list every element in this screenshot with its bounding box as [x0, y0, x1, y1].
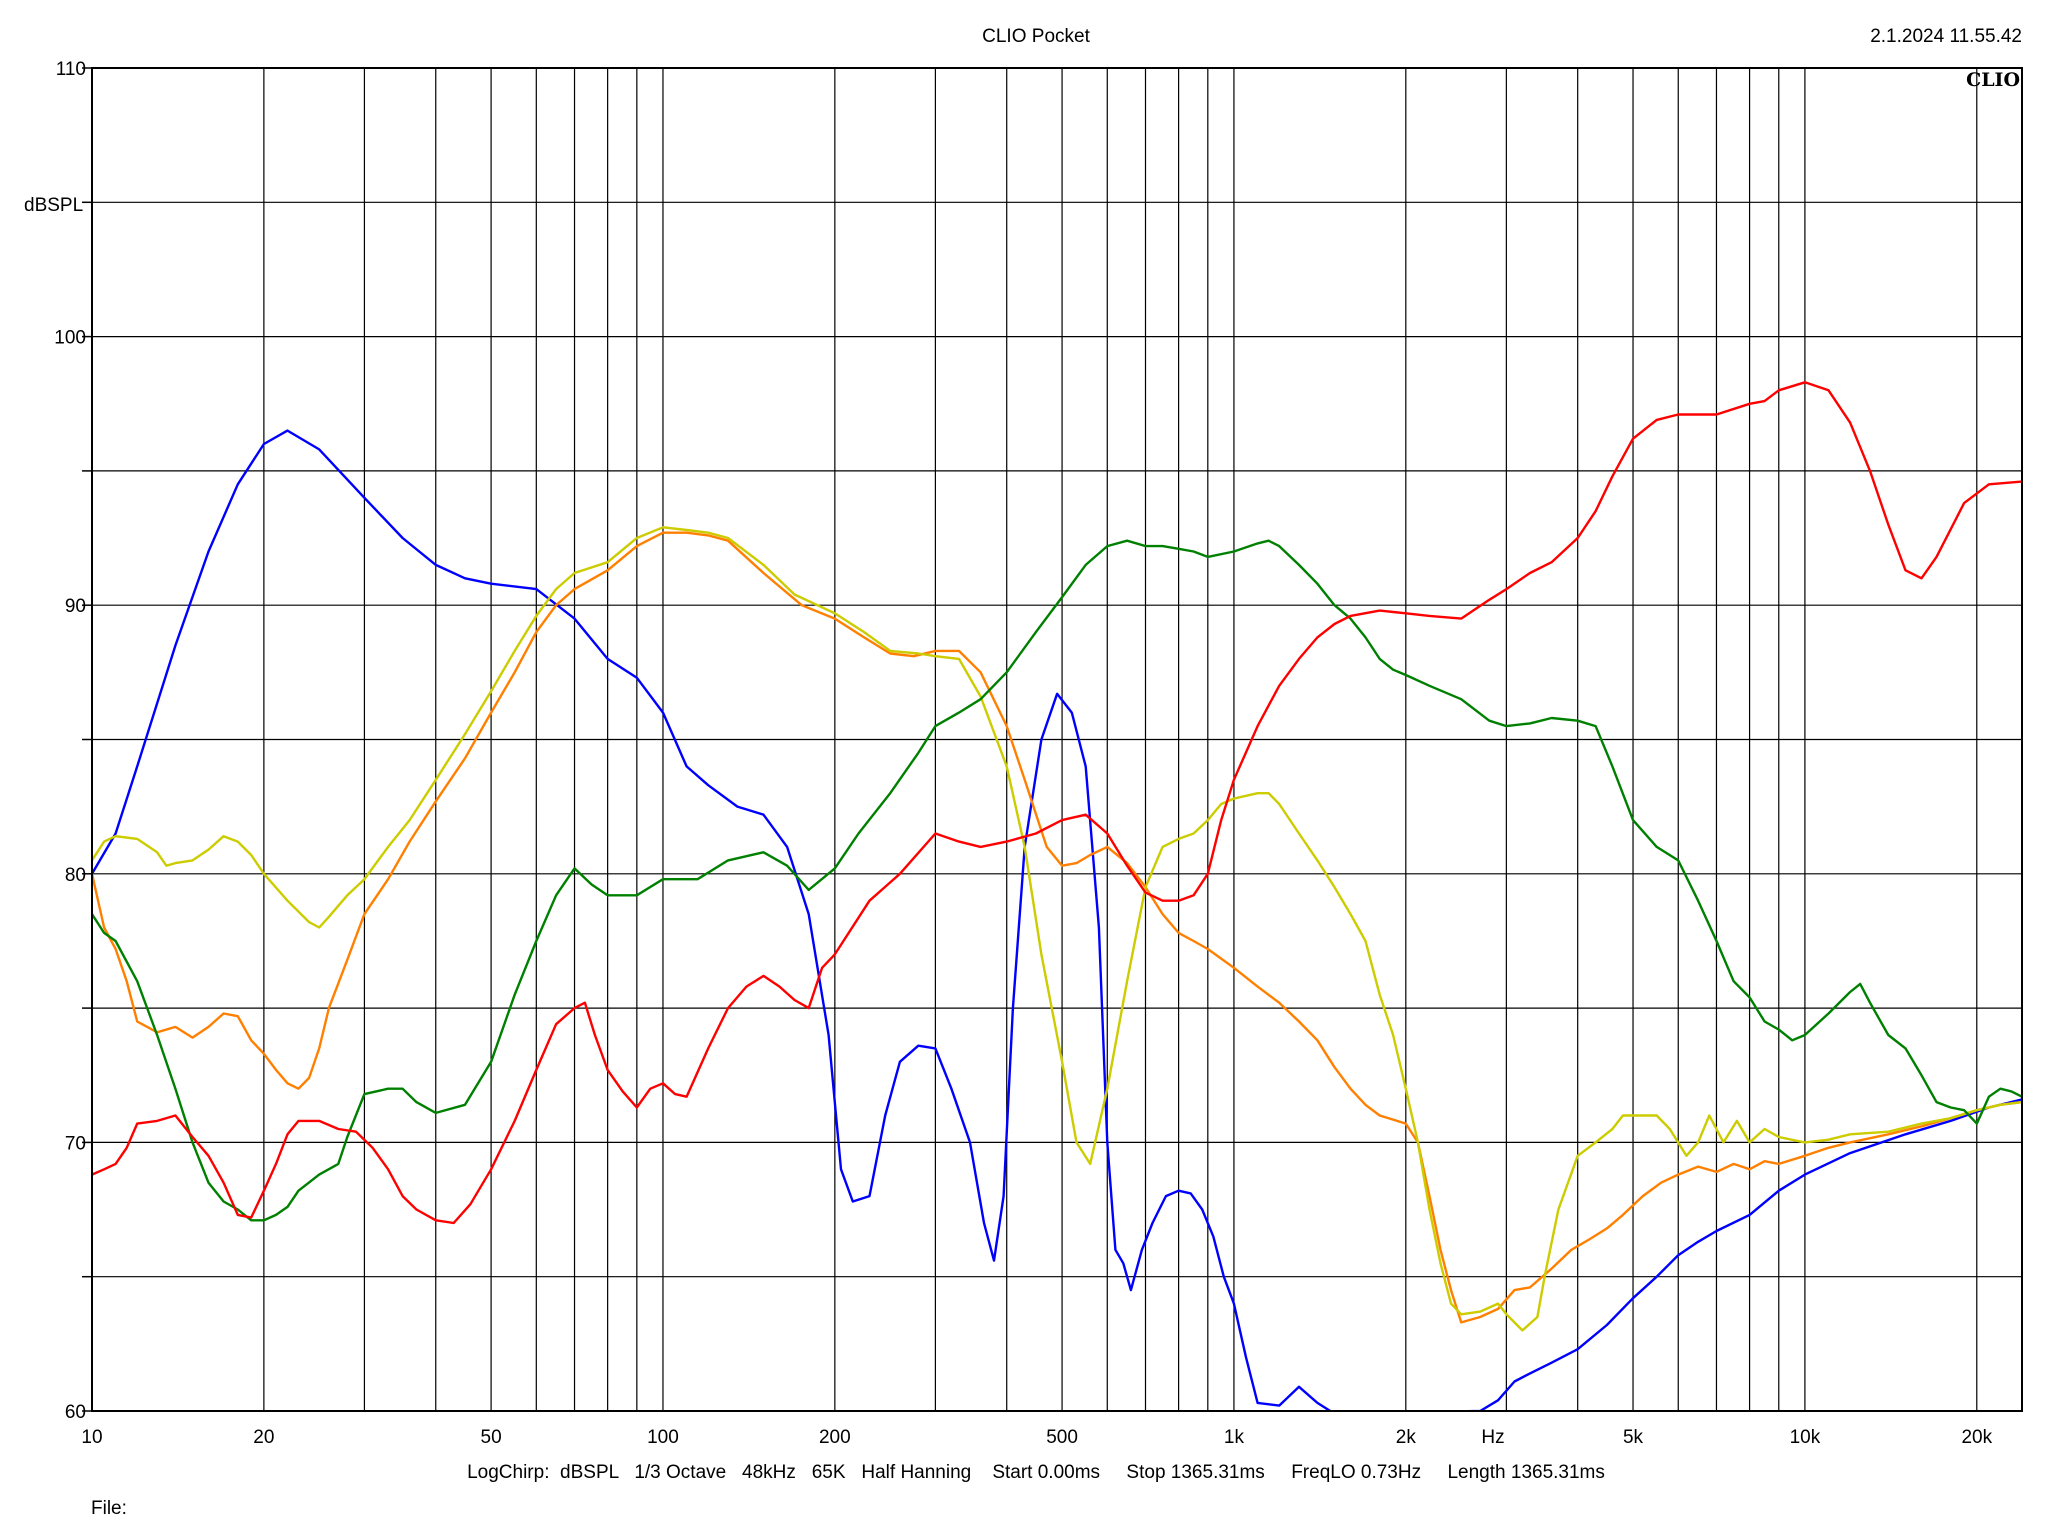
file-label: File: — [91, 1498, 127, 1519]
chart-title: CLIO Pocket — [982, 26, 1090, 47]
y-tick-label: 60 — [65, 1402, 86, 1423]
y-axis-label: dBSPL — [24, 195, 83, 216]
x-tick-label: 50 — [481, 1427, 502, 1448]
x-tick-label: 5k — [1623, 1427, 1644, 1448]
clio-logo: CLIO — [1966, 69, 2020, 91]
series-line — [92, 429, 2022, 1411]
x-tick-label: 20 — [253, 1427, 274, 1448]
grid — [82, 67, 2022, 1412]
series-line — [92, 526, 2022, 1332]
series-line — [92, 381, 2022, 1225]
y-tick-labels: 60 70 80 90 100 110 — [54, 59, 86, 1423]
y-tick-label: 80 — [65, 865, 86, 886]
x-tick-label: 500 — [1046, 1427, 1078, 1448]
plot-frame — [91, 67, 2023, 1412]
series-group — [92, 381, 2022, 1411]
x-tick-label: 200 — [819, 1427, 851, 1448]
x-tick-label: 20k — [1961, 1427, 1992, 1448]
y-tick-label: 70 — [65, 1133, 86, 1154]
timestamp: 2.1.2024 11.55.42 — [1870, 26, 2022, 47]
x-tick-label: 10 — [81, 1427, 102, 1448]
x-tick-labels: 10 20 50 100 200 500 1k 2k 5k 10k 20k — [81, 1427, 1992, 1448]
y-tick-label: 110 — [56, 59, 86, 80]
x-axis-label: Hz — [1481, 1427, 1504, 1448]
measurement-parameters: LogChirp: dBSPL 1/3 Octave 48kHz 65K Hal… — [467, 1462, 1605, 1483]
y-tick-label: 90 — [65, 596, 86, 617]
x-tick-label: 2k — [1396, 1427, 1417, 1448]
x-tick-label: 100 — [647, 1427, 679, 1448]
series-line — [92, 531, 2022, 1324]
series-line — [92, 539, 2022, 1222]
y-tick-label: 100 — [54, 328, 86, 349]
x-tick-label: 1k — [1224, 1427, 1245, 1448]
x-tick-label: 10k — [1790, 1427, 1821, 1448]
